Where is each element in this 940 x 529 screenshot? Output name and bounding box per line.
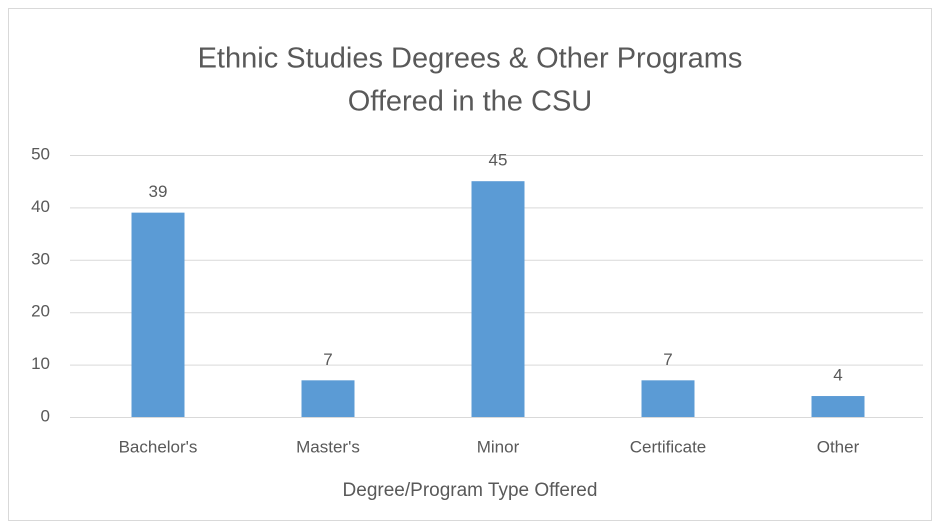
bar	[301, 380, 355, 417]
bar	[641, 380, 695, 417]
x-axis-title: Degree/Program Type Offered	[343, 480, 598, 501]
data-label: 39	[149, 182, 168, 201]
x-tick-label: Certificate	[630, 437, 707, 456]
y-tick-label: 10	[31, 354, 50, 373]
data-label: 45	[489, 151, 508, 170]
y-tick-label: 20	[31, 302, 50, 321]
y-tick-label: 0	[41, 406, 50, 425]
data-label: 7	[323, 350, 332, 369]
bar	[471, 181, 525, 417]
y-tick-label: 40	[31, 197, 50, 216]
x-tick-label: Master's	[296, 437, 360, 456]
bar	[131, 212, 185, 417]
chart-title: Offered in the CSU	[348, 86, 592, 118]
y-tick-label: 50	[31, 144, 50, 163]
data-label: 4	[833, 366, 842, 385]
x-tick-label: Other	[817, 437, 860, 456]
y-tick-label: 30	[31, 249, 50, 268]
bar	[811, 396, 865, 417]
chart-title: Ethnic Studies Degrees & Other Programs	[198, 43, 743, 75]
data-label: 7	[663, 350, 672, 369]
x-tick-label: Bachelor's	[119, 437, 198, 456]
x-tick-label: Minor	[477, 437, 520, 456]
